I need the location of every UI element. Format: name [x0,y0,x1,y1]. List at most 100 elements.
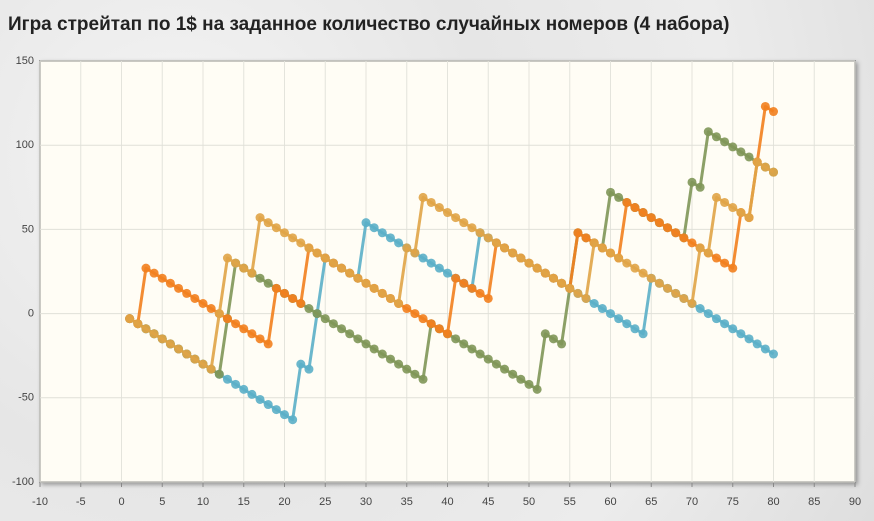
data-point [296,298,306,308]
data-point [451,334,461,344]
y-tick-label: -100 [12,476,34,488]
data-point [711,314,721,324]
data-point [418,374,428,384]
data-point [654,278,664,288]
x-tick-label: 80 [767,496,779,508]
data-point [394,298,404,308]
data-point [312,248,322,258]
data-point [459,218,469,228]
data-point [475,228,485,238]
data-point [687,238,697,248]
data-point [247,389,257,399]
data-point [451,273,461,283]
data-point [328,258,338,268]
y-tick-label: 0 [28,308,34,320]
data-point [214,309,224,319]
data-point [288,233,298,243]
data-point [687,177,697,187]
data-point [524,379,534,389]
x-tick-label: 10 [197,496,209,508]
data-point [695,304,705,314]
x-tick-label: 65 [645,496,657,508]
data-point [467,223,477,233]
data-point [720,137,730,147]
data-point [426,319,436,329]
x-tick-label: -10 [32,496,48,508]
data-point [508,369,518,379]
x-tick-label: -5 [76,496,86,508]
x-tick-label: 45 [482,496,494,508]
data-point [410,309,420,319]
data-point [247,329,257,339]
data-point [231,379,241,389]
data-point [703,127,713,137]
data-point [280,288,289,298]
data-point [744,334,754,344]
data-point [769,167,778,177]
data-point [695,243,705,253]
data-point [434,324,444,334]
x-tick-label: 5 [159,496,165,508]
data-point [451,213,461,223]
data-point [630,203,640,213]
data-point [589,238,599,248]
data-point [744,213,754,223]
data-point [174,283,184,293]
data-point [663,283,673,293]
data-point [467,344,477,354]
x-tick-label: 20 [278,496,290,508]
data-point [190,293,200,303]
data-point [369,344,379,354]
x-tick-label: 50 [523,496,535,508]
x-tick-label: 30 [360,496,372,508]
data-point [255,334,265,344]
data-point [711,192,721,202]
data-point [654,218,664,228]
data-point [720,258,730,268]
data-point [736,208,746,218]
data-point [532,384,542,394]
data-point [296,238,306,248]
data-point [410,369,420,379]
data-point [133,319,143,329]
data-point [165,339,175,349]
data-point [296,359,306,369]
y-tick-label: -50 [18,392,34,404]
data-point [769,107,778,117]
data-point [231,258,241,268]
data-point [703,248,713,258]
data-point [606,309,615,319]
data-point [255,394,265,404]
data-point [516,253,526,263]
data-point [630,263,640,273]
data-point [524,258,534,268]
data-point [255,273,265,283]
data-point [622,258,632,268]
data-point [606,248,615,258]
data-point [288,293,298,303]
data-point [540,268,550,278]
data-point [280,410,289,420]
x-tick-label: 15 [238,496,250,508]
data-point [385,293,395,303]
data-point [728,203,738,213]
data-point [483,233,493,243]
data-point [426,258,436,268]
data-point [638,208,648,218]
data-point [720,319,730,329]
data-point [312,309,322,319]
data-point [548,334,558,344]
data-point [581,293,591,303]
data-point [760,344,770,354]
data-point [671,288,681,298]
data-point [304,364,314,374]
data-point [703,309,713,319]
data-point [263,218,273,228]
data-point [606,187,615,197]
data-point [157,273,167,283]
data-point [500,364,510,374]
data-point [361,218,371,228]
x-tick-label: 70 [686,496,698,508]
x-tick-label: 25 [319,496,331,508]
